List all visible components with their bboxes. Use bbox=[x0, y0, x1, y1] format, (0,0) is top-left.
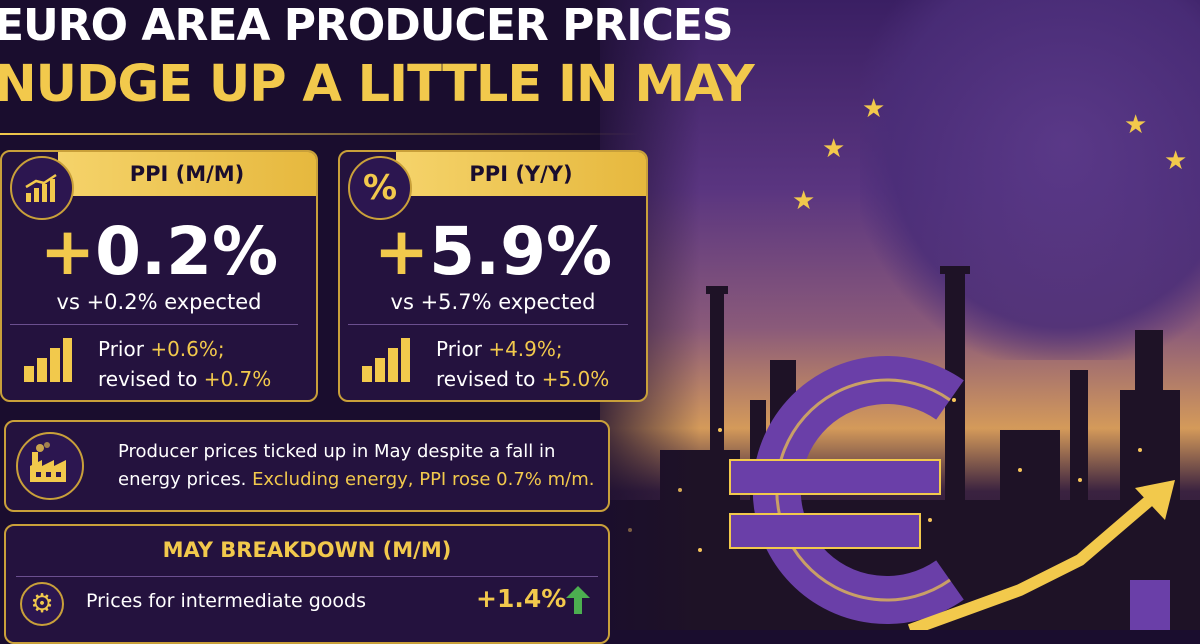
ppi-yy-value: +5.9% bbox=[340, 214, 646, 290]
prior-label: Prior bbox=[436, 337, 489, 361]
card-title: PPI (M/M) bbox=[58, 152, 316, 196]
eu-star-icon: ★ bbox=[862, 94, 886, 124]
ppi-mm-card: PPI (M/M) +0.2% vs +0.2% expected Prior … bbox=[0, 150, 318, 402]
gear-icon: ⚙ bbox=[20, 582, 64, 626]
breakdown-item-value: +1.4% bbox=[476, 584, 567, 613]
expected-text: vs +5.7% expected bbox=[390, 290, 596, 314]
prior-value: +0.6%; bbox=[150, 337, 225, 361]
title-line-1: EURO AREA PRODUCER PRICES bbox=[0, 0, 734, 51]
ppi-mm-value: +0.2% bbox=[2, 214, 316, 290]
value-sign: + bbox=[373, 213, 430, 290]
summary-note: Producer prices ticked up in May despite… bbox=[4, 420, 610, 512]
ppi-yy-card: PPI (Y/Y) % +5.9% vs +5.7% expected Prio… bbox=[338, 150, 648, 402]
title-divider bbox=[0, 133, 640, 135]
up-arrow-icon bbox=[566, 586, 590, 614]
prior-value: +4.9%; bbox=[488, 337, 563, 361]
chart-up-icon bbox=[10, 156, 74, 220]
euro-symbol-icon bbox=[729, 356, 964, 624]
revised-label: revised to bbox=[436, 367, 542, 391]
eu-star-icon: ★ bbox=[822, 134, 846, 164]
eu-star-icon: ★ bbox=[792, 186, 816, 216]
card-divider bbox=[348, 324, 628, 325]
summary-main: Producer prices ticked up in May despite… bbox=[118, 441, 556, 490]
breakdown-title: MAY BREAKDOWN (M/M) bbox=[162, 538, 452, 562]
factory-icon bbox=[16, 432, 84, 500]
revised-value: +0.7% bbox=[203, 367, 272, 391]
hero-illustration: ★ ★ ★ ★ ★ bbox=[600, 0, 1200, 630]
title-line-2: NUDGE UP A LITTLE IN MAY bbox=[0, 55, 755, 114]
card-title: PPI (Y/Y) bbox=[396, 152, 646, 196]
percent-icon: % bbox=[348, 156, 412, 220]
prior-revision: Prior +0.6%; revised to +0.7% bbox=[98, 334, 271, 394]
summary-text: Producer prices ticked up in May despite… bbox=[118, 438, 598, 494]
eu-star-icon: ★ bbox=[1164, 146, 1188, 176]
may-breakdown: MAY BREAKDOWN (M/M) ⚙ Prices for interme… bbox=[4, 524, 610, 644]
value-number: 5.9% bbox=[429, 213, 613, 290]
europe-map bbox=[860, 0, 1200, 360]
revised-value: +5.0% bbox=[541, 367, 610, 391]
bar-chart-icon bbox=[362, 338, 410, 382]
summary-highlight: Excluding energy, PPI rose 0.7% m/m. bbox=[252, 469, 595, 490]
page-title: EURO AREA PRODUCER PRICES NUDGE UP A LIT… bbox=[0, 0, 755, 118]
value-sign: + bbox=[39, 213, 96, 290]
trend-arrow-icon bbox=[907, 480, 1175, 630]
prior-revision: Prior +4.9%; revised to +5.0% bbox=[436, 334, 609, 394]
bar-chart-icon bbox=[24, 338, 72, 382]
expected-text: vs +0.2% expected bbox=[56, 290, 262, 314]
eu-star-icon: ★ bbox=[1124, 110, 1148, 140]
revised-label: revised to bbox=[98, 367, 204, 391]
breakdown-item-label: Prices for intermediate goods bbox=[86, 590, 367, 612]
breakdown-divider bbox=[16, 576, 598, 577]
prior-label: Prior bbox=[98, 337, 151, 361]
card-divider bbox=[10, 324, 298, 325]
value-number: 0.2% bbox=[95, 213, 279, 290]
